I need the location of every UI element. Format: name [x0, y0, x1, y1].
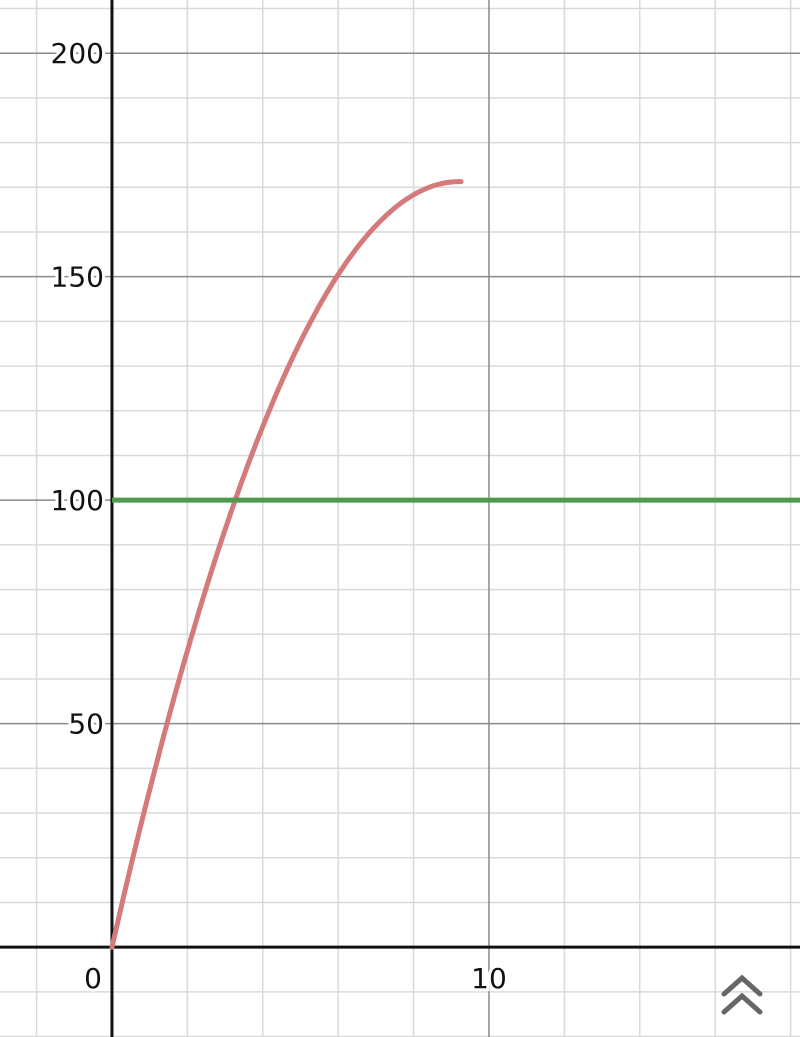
y-tick-label: 100 [51, 484, 104, 517]
y-tick-label: 150 [51, 261, 104, 294]
collapse-button[interactable] [714, 970, 770, 1022]
red-curve [109, 179, 464, 950]
double-chevron-up-icon [721, 974, 763, 1015]
x-tick-label: 0 [84, 962, 102, 995]
y-tick-label: 50 [68, 708, 104, 741]
x-tick-label: 10 [471, 962, 507, 995]
y-tick-label: 200 [51, 37, 104, 70]
